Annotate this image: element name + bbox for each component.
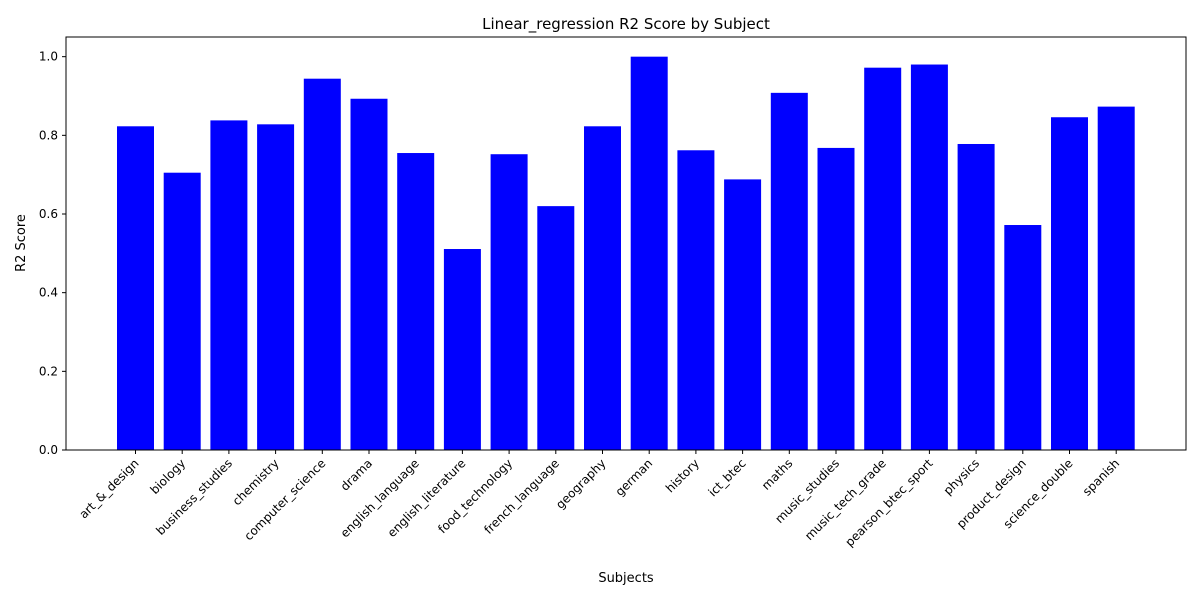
bar-french_language <box>537 206 575 450</box>
bar-product_design <box>1004 225 1042 450</box>
x-tick-label: english_literature <box>385 456 469 540</box>
x-tick-label: art_&_design <box>76 456 141 521</box>
bar-german <box>630 56 668 451</box>
bar-drama <box>350 98 388 450</box>
x-tick-label: geography <box>553 456 609 512</box>
bar-spanish <box>1097 106 1135 451</box>
bar-computer_science <box>303 78 341 450</box>
bar-history <box>677 150 715 450</box>
bars-group <box>117 56 1135 451</box>
x-tick-label: pearson_btec_sport <box>842 456 935 549</box>
x-tick-label: ict_btec <box>706 456 749 499</box>
bar-english_literature <box>443 249 481 450</box>
y-tick-label: 0.2 <box>39 364 58 378</box>
bar-maths <box>770 92 808 450</box>
y-tick-label: 0.0 <box>39 443 58 457</box>
x-axis-label: Subjects <box>598 571 654 586</box>
plot-frame <box>65 36 1187 451</box>
bar-science_double <box>1051 117 1088 451</box>
x-tick-label: music_tech_grade <box>802 456 889 543</box>
x-tick-label: spanish <box>1080 456 1122 498</box>
y-tick-label: 0.8 <box>39 128 58 142</box>
bar-music_tech_grade <box>864 67 902 451</box>
x-tick-label: physics <box>941 456 983 498</box>
bar-biology <box>163 172 201 450</box>
y-tick-label: 0.4 <box>39 286 58 300</box>
bar-ict_btec <box>724 179 762 450</box>
x-tick-label: drama <box>338 456 375 493</box>
x-axis-ticks: art_&_design biologybusiness_studieschemi… <box>76 450 1122 549</box>
y-tick-label: 0.6 <box>39 207 58 221</box>
x-tick-label: history <box>663 456 702 495</box>
bar-english_language <box>397 153 435 450</box>
y-axis-ticks: 0.0 0.2 0.4 0.6 0.8 1.0 <box>39 50 66 457</box>
bar-art_&_design <box>117 126 154 450</box>
bar-business_studies <box>210 120 248 450</box>
x-tick-label: computer_science <box>241 456 328 543</box>
bar-food_technology <box>490 154 528 450</box>
y-tick-label: 1.0 <box>39 50 58 64</box>
x-tick-label: english_language <box>338 456 422 540</box>
x-tick-label: maths <box>759 456 795 492</box>
bar-music_studies <box>817 147 855 451</box>
x-tick-label: german <box>613 456 656 499</box>
bar-chemistry <box>257 124 295 450</box>
y-axis-label: R2 Score <box>14 214 29 272</box>
bar-pearson_btec_sport <box>910 64 948 450</box>
x-tick-label: biology <box>148 456 189 497</box>
bar-physics <box>957 143 995 451</box>
chart-title: Linear_regression R2 Score by Subject <box>482 15 770 34</box>
bar-geography <box>584 126 621 450</box>
